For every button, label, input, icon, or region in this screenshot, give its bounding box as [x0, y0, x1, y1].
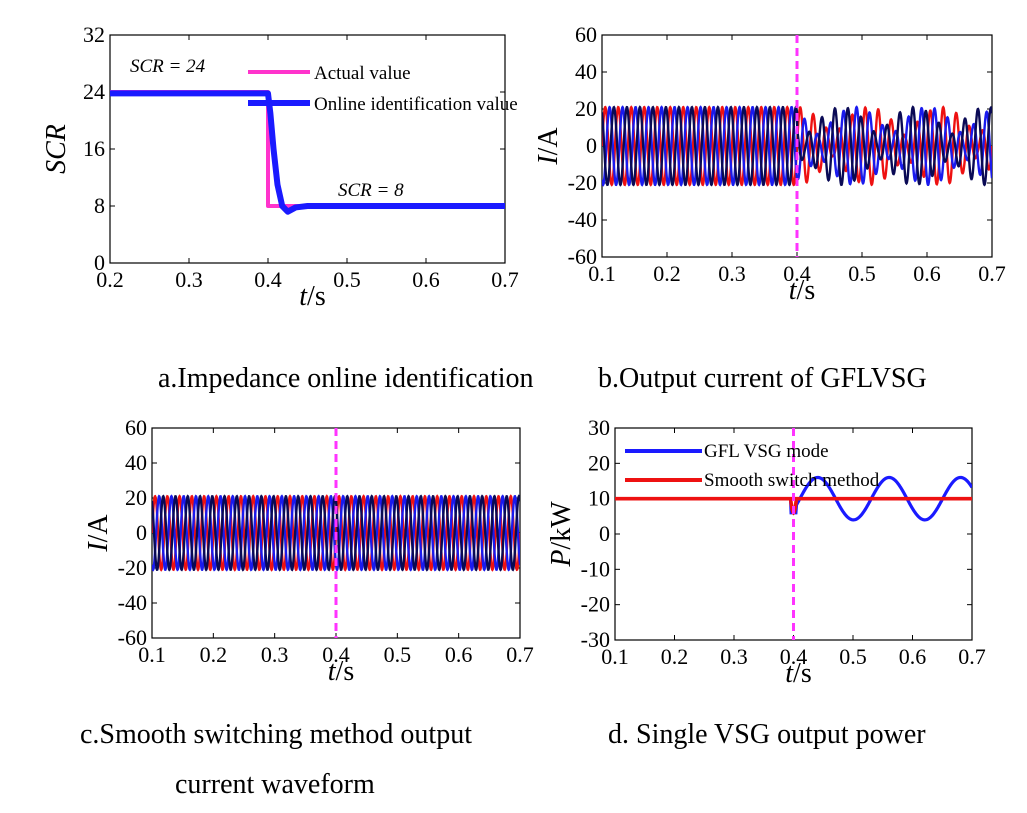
- caption-a: a.Impedance online identification: [158, 363, 534, 394]
- x-tick-label: 0.2: [661, 644, 689, 669]
- annotation-scr-8: SCR = 8: [338, 180, 404, 201]
- x-tick-label: 0.3: [718, 261, 746, 286]
- y-tick-label: 40: [125, 450, 147, 475]
- x-tick-label: 0.4: [322, 642, 350, 667]
- legend-label: Online identification value: [314, 94, 518, 115]
- x-tick-label: 0.7: [958, 644, 986, 669]
- x-tick-label: 0.1: [601, 644, 629, 669]
- phase-current-line: [152, 494, 520, 572]
- caption-b: b.Output current of GFLVSG: [598, 363, 927, 394]
- y-tick-label: 0: [136, 520, 147, 545]
- y-tick-label: -60: [118, 625, 147, 650]
- y-tick-label: -20: [118, 555, 147, 580]
- legend-label: Actual value: [314, 63, 411, 84]
- chart-impedance-identification: 0.2 0.3 0.4 0.5 0.6 0.7 0 8 16 24 32 t/s SCR Actual v…: [41, 22, 519, 312]
- y-tick-label: 32: [83, 22, 105, 47]
- x-axis-label: t/s: [789, 275, 815, 306]
- x-tick-label: 0.2: [96, 267, 124, 292]
- x-tick-label: 0.6: [899, 644, 927, 669]
- y-axis-label: SCR: [41, 124, 72, 174]
- x-tick-label: 0.4: [783, 261, 811, 286]
- x-tick-label: 0.7: [491, 267, 519, 292]
- y-tick-label: 8: [94, 193, 105, 218]
- y-tick-label: -40: [118, 590, 147, 615]
- y-tick-label: 0: [599, 521, 610, 546]
- y-tick-label: 20: [588, 450, 610, 475]
- y-tick-label: 20: [125, 485, 147, 510]
- x-tick-label: 0.3: [175, 267, 203, 292]
- y-tick-label: -30: [581, 627, 610, 652]
- y-tick-label: 20: [575, 96, 597, 121]
- chart-output-current-gflvsg: 0.1 0.2 0.3 0.4 0.5 0.6 0.7 -60 -40 -20 0 20 40 60 t/s…: [533, 22, 1006, 306]
- x-tick-label: 0.3: [720, 644, 748, 669]
- y-tick-label: 0: [94, 250, 105, 275]
- legend-label: GFL VSG mode: [704, 441, 829, 462]
- y-tick-label: -20: [568, 170, 597, 195]
- x-axis-label: t/s: [328, 656, 354, 687]
- y-tick-label: 60: [125, 415, 147, 440]
- x-tick-label: 0.4: [254, 267, 282, 292]
- y-tick-label: -40: [568, 207, 597, 232]
- y-axis-label: P/kW: [546, 501, 577, 568]
- x-tick-label: 0.1: [138, 642, 166, 667]
- x-tick-label: 0.1: [588, 261, 616, 286]
- y-tick-label: 30: [588, 415, 610, 440]
- y-tick-label: 24: [83, 79, 105, 104]
- chart-single-vsg-power: 0.1 0.2 0.3 0.4 0.5 0.6 0.7 -30 -20 -10 0 10 20 30 t/s…: [546, 415, 986, 689]
- y-tick-label: 10: [588, 486, 610, 511]
- y-tick-label: -60: [568, 244, 597, 269]
- x-tick-label: 0.5: [384, 642, 412, 667]
- legend-label: Smooth switch method: [704, 470, 880, 491]
- x-tick-label: 0.2: [653, 261, 681, 286]
- y-tick-label: 40: [575, 59, 597, 84]
- y-tick-label: -10: [581, 556, 610, 581]
- x-tick-label: 0.6: [412, 267, 440, 292]
- x-tick-label: 0.7: [506, 642, 534, 667]
- x-tick-label: 0.7: [978, 261, 1006, 286]
- x-tick-label: 0.5: [848, 261, 876, 286]
- x-tick-label: 0.3: [261, 642, 289, 667]
- x-tick-label: 0.5: [333, 267, 361, 292]
- x-axis-label: t/s: [299, 281, 325, 312]
- y-tick-label: 60: [575, 22, 597, 47]
- x-tick-label: 0.6: [445, 642, 473, 667]
- x-tick-label: 0.4: [780, 644, 808, 669]
- caption-d: d. Single VSG output power: [608, 719, 926, 750]
- caption-c-line2: current waveform: [175, 769, 375, 800]
- y-axis-label: I/A: [533, 127, 564, 166]
- x-tick-label: 0.5: [839, 644, 867, 669]
- y-axis-label: I/A: [83, 514, 114, 553]
- y-tick-label: 0: [586, 133, 597, 158]
- x-tick-label: 0.6: [913, 261, 941, 286]
- caption-c: c.Smooth switching method output: [80, 719, 472, 750]
- annotation-scr-24: SCR = 24: [130, 56, 206, 77]
- y-tick-label: 16: [83, 136, 105, 161]
- phase-current-line: [602, 105, 992, 187]
- x-axis-label: t/s: [785, 658, 811, 689]
- y-tick-label: -20: [581, 592, 610, 617]
- x-tick-label: 0.2: [200, 642, 228, 667]
- chart-smooth-switching-current: 0.1 0.2 0.3 0.4 0.5 0.6 0.7 -60 -40 -20 0 20 40 60 t/s…: [83, 415, 534, 687]
